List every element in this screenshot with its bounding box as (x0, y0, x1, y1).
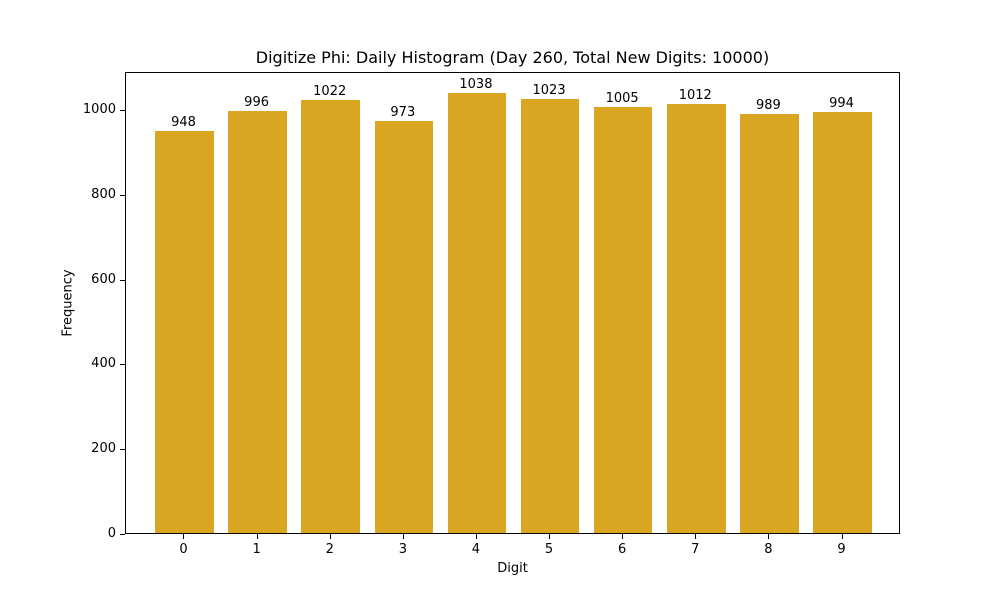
bar-4 (447, 93, 507, 533)
y-tick-mark (120, 279, 125, 281)
x-tick-mark (841, 534, 843, 539)
bar-0 (155, 131, 214, 533)
plot-area (125, 72, 900, 534)
y-tick-label: 600 (91, 271, 116, 287)
x-tick-mark (183, 534, 185, 539)
bar-8 (740, 113, 799, 533)
y-tick-mark (120, 449, 125, 451)
bar-3 (374, 120, 434, 533)
chart-title: Digitize Phi: Daily Histogram (Day 260, … (255, 48, 770, 67)
x-tick-label: 1 (252, 542, 261, 557)
y-tick-label: 1000 (82, 102, 116, 118)
bar-value-label: 989 (755, 97, 781, 113)
y-tick-mark (120, 194, 125, 196)
y-tick-label: 200 (91, 441, 116, 457)
bar-value-label: 1005 (605, 91, 639, 107)
x-tick-mark (768, 534, 770, 539)
bar-value-label: 1022 (313, 83, 347, 99)
x-tick-label: 6 (618, 542, 627, 557)
bar-value-label: 1012 (678, 88, 712, 104)
x-tick-label: 7 (691, 542, 700, 557)
bar-value-label: 996 (244, 94, 269, 110)
bar-1 (228, 110, 287, 533)
y-tick-mark (120, 110, 125, 112)
x-tick-mark (475, 534, 477, 539)
bar-9 (813, 111, 872, 533)
x-tick-mark (549, 534, 551, 539)
y-tick-label: 800 (91, 186, 116, 202)
x-tick-mark (695, 534, 697, 539)
x-tick-label: 5 (544, 542, 554, 557)
y-tick-mark (120, 534, 125, 535)
bar-value-label: 1038 (459, 77, 493, 93)
x-tick-mark (256, 534, 258, 539)
x-axis-label: Digit (497, 561, 528, 576)
x-tick-label: 2 (325, 542, 334, 557)
x-tick-mark (402, 534, 404, 539)
x-tick-label: 9 (837, 542, 846, 557)
bar-value-label: 948 (171, 115, 196, 131)
x-tick-label: 3 (398, 542, 407, 557)
bar-7 (667, 104, 726, 533)
bar-2 (301, 99, 360, 533)
bar-value-label: 994 (829, 95, 854, 111)
bar-value-label: 1023 (532, 83, 566, 99)
x-tick-label: 0 (179, 542, 188, 557)
bar-value-label: 973 (390, 104, 416, 120)
y-axis-label: Frequency (60, 269, 76, 337)
x-tick-mark (622, 534, 624, 539)
bar-6 (593, 107, 653, 533)
bar-5 (520, 99, 580, 533)
y-tick-label: 0 (107, 526, 116, 541)
x-tick-label: 4 (471, 542, 481, 557)
y-tick-mark (120, 364, 125, 366)
y-tick-label: 400 (91, 356, 116, 372)
x-tick-label: 8 (764, 542, 773, 557)
x-tick-mark (329, 534, 331, 539)
